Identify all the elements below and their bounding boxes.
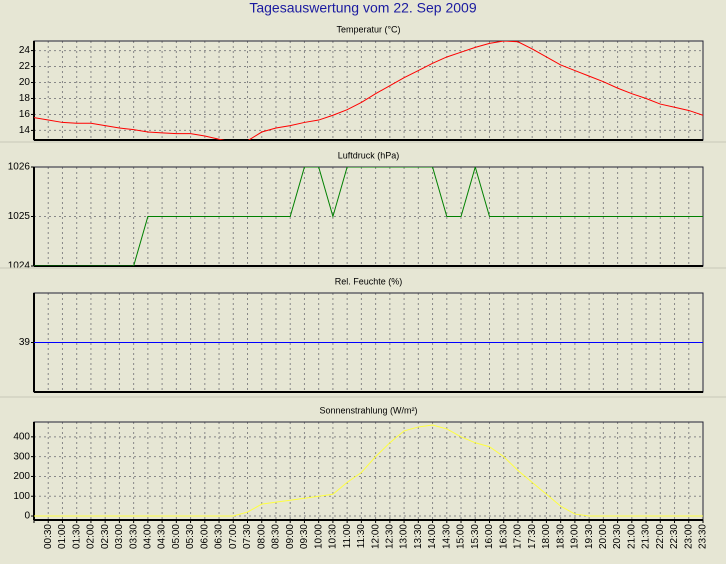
x-tick-label: 08:30 bbox=[271, 524, 282, 549]
x-tick-label: 17:30 bbox=[527, 524, 538, 549]
x-tick-label: 00:30 bbox=[43, 524, 54, 549]
x-tick-label: 12:30 bbox=[384, 524, 395, 549]
x-tick-label: 08:00 bbox=[256, 524, 267, 549]
page-title: Tagesauswertung vom 22. Sep 2009 bbox=[249, 0, 476, 16]
data-line bbox=[34, 424, 703, 517]
x-tick-label: 21:00 bbox=[626, 524, 637, 549]
y-tick-label: 1025 bbox=[8, 211, 31, 222]
x-tick-label: 05:30 bbox=[185, 524, 196, 549]
x-tick-label: 11:30 bbox=[356, 524, 367, 549]
y-tick-label: 14 bbox=[19, 125, 31, 136]
y-tick-label: 16 bbox=[19, 109, 31, 120]
y-tick-label: 39 bbox=[19, 337, 31, 348]
y-tick-label: 22 bbox=[19, 61, 31, 72]
x-tick-label: 18:00 bbox=[541, 524, 552, 549]
y-tick-label: 100 bbox=[13, 491, 30, 502]
x-tick-label: 02:00 bbox=[86, 524, 97, 549]
y-tick-label: 1024 bbox=[8, 261, 31, 272]
x-tick-label: 04:00 bbox=[143, 524, 154, 549]
x-tick-label: 22:30 bbox=[669, 524, 680, 549]
x-tick-label: 15:30 bbox=[470, 524, 481, 549]
panel-title: Rel. Feuchte (%) bbox=[335, 276, 403, 286]
x-tick-label: 14:30 bbox=[441, 524, 452, 549]
x-tick-label: 01:00 bbox=[57, 524, 68, 549]
x-tick-label: 17:00 bbox=[513, 524, 524, 549]
x-tick-label: 03:30 bbox=[128, 524, 139, 549]
x-tick-label: 18:30 bbox=[555, 524, 566, 549]
x-tick-label: 22:00 bbox=[655, 524, 666, 549]
x-tick-label: 12:00 bbox=[370, 524, 381, 549]
x-tick-label: 14:00 bbox=[427, 524, 438, 549]
x-tick-label: 23:30 bbox=[698, 524, 709, 549]
x-tick-label: 10:00 bbox=[313, 524, 324, 549]
data-line bbox=[34, 41, 703, 140]
y-tick-label: 400 bbox=[13, 431, 30, 442]
x-tick-label: 13:00 bbox=[399, 524, 410, 549]
x-tick-label: 21:30 bbox=[641, 524, 652, 549]
x-tick-label: 19:30 bbox=[584, 524, 595, 549]
x-tick-label: 07:00 bbox=[228, 524, 239, 549]
x-tick-label: 16:30 bbox=[498, 524, 509, 549]
panel-title: Temperatur (°C) bbox=[336, 24, 400, 34]
x-tick-label: 15:00 bbox=[456, 524, 467, 549]
x-tick-label: 10:30 bbox=[328, 524, 339, 549]
x-tick-label: 09:00 bbox=[285, 524, 296, 549]
y-tick-label: 20 bbox=[19, 77, 31, 88]
y-tick-label: 200 bbox=[13, 471, 30, 482]
x-tick-label: 09:30 bbox=[299, 524, 310, 549]
x-tick-label: 11:00 bbox=[342, 524, 353, 549]
x-tick-label: 20:00 bbox=[598, 524, 609, 549]
y-tick-label: 0 bbox=[24, 511, 30, 522]
x-tick-label: 04:30 bbox=[157, 524, 168, 549]
x-tick-label: 16:00 bbox=[484, 524, 495, 549]
data-line bbox=[34, 167, 703, 266]
y-tick-label: 300 bbox=[13, 451, 30, 462]
panel-title: Sonnenstrahlung (W/m²) bbox=[319, 405, 417, 415]
x-tick-label: 06:30 bbox=[214, 524, 225, 549]
x-tick-label: 01:30 bbox=[71, 524, 82, 549]
x-tick-label: 20:30 bbox=[612, 524, 623, 549]
y-tick-label: 24 bbox=[19, 45, 31, 56]
x-tick-label: 23:00 bbox=[683, 524, 694, 549]
x-tick-label: 05:00 bbox=[171, 524, 182, 549]
x-tick-label: 06:00 bbox=[199, 524, 210, 549]
x-tick-label: 07:30 bbox=[242, 524, 253, 549]
x-tick-label: 02:30 bbox=[100, 524, 111, 549]
x-tick-label: 03:00 bbox=[114, 524, 125, 549]
y-tick-label: 1026 bbox=[8, 162, 31, 173]
x-tick-label: 19:00 bbox=[570, 524, 581, 549]
panel-title: Luftdruck (hPa) bbox=[338, 150, 400, 160]
y-tick-label: 18 bbox=[19, 93, 31, 104]
x-tick-label: 13:30 bbox=[413, 524, 424, 549]
